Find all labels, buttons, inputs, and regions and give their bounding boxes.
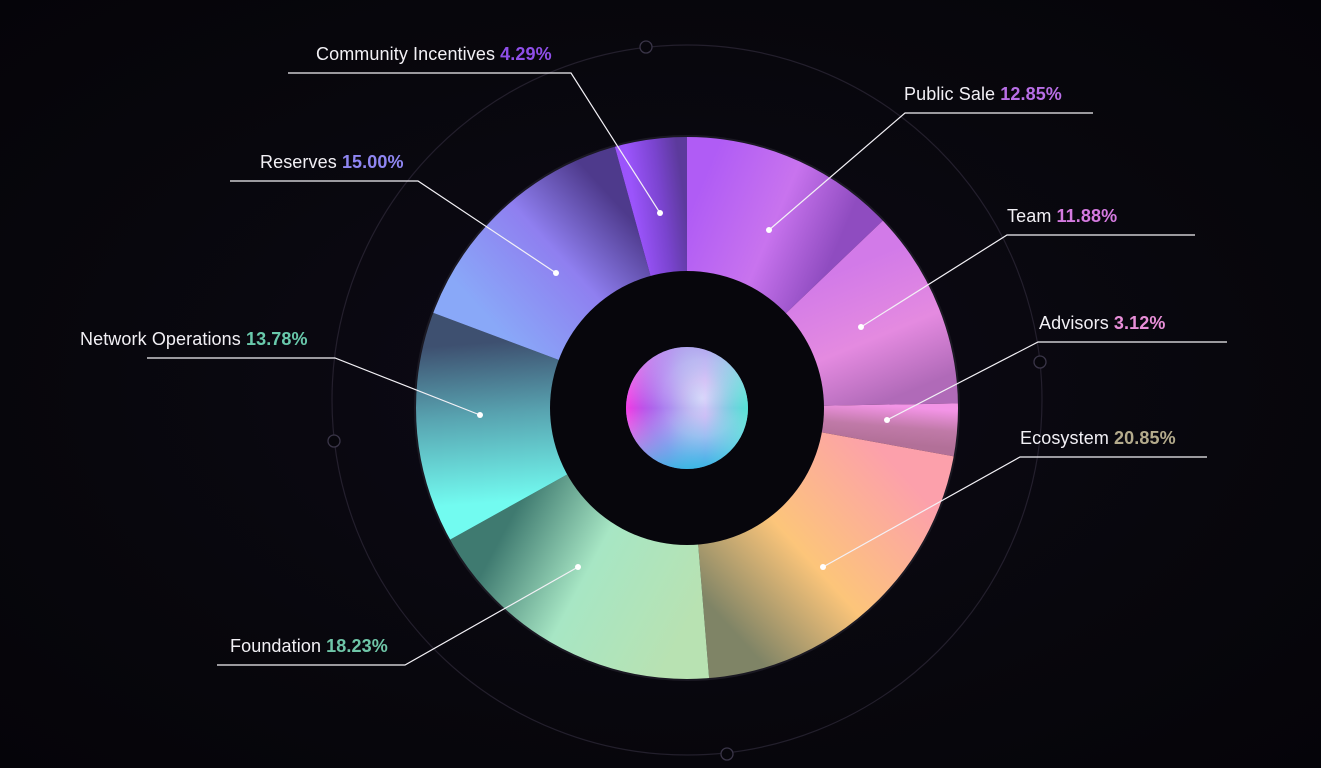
label-network-operations: Network Operations 13.78% [80, 329, 308, 350]
leader-line [886, 341, 1227, 421]
label-percentage: 11.88% [1056, 206, 1118, 226]
orbit-marker-icon [720, 747, 734, 761]
label-name: Reserves [260, 152, 342, 172]
segment-ecosystem[interactable] [698, 432, 955, 680]
leader-line [230, 180, 557, 274]
leader-dot-icon [657, 210, 663, 216]
label-community-incentives: Community Incentives 4.29% [316, 44, 552, 65]
label-name: Public Sale [904, 84, 1001, 104]
orbit-marker-icon [1033, 355, 1047, 369]
label-percentage: 15.00% [341, 152, 404, 172]
segment-team[interactable] [784, 219, 959, 406]
leader-line [860, 234, 1195, 328]
label-percentage: 20.85% [1114, 428, 1176, 448]
orbit-ring [331, 44, 1043, 756]
segment-public-sale[interactable] [687, 136, 884, 315]
label-percentage: 3.12% [1113, 313, 1166, 333]
label-name: Community Incentives [316, 44, 501, 64]
label-name: Advisors [1039, 313, 1114, 333]
orbit-marker-icon [327, 434, 341, 448]
label-foundation: Foundation 18.23% [230, 636, 388, 657]
label-ecosystem: Ecosystem 20.85% [1020, 428, 1176, 449]
label-percentage: 4.29% [500, 44, 552, 64]
leader-dot-icon [858, 324, 864, 330]
leader-line [147, 357, 481, 416]
leader-dot-icon [884, 417, 890, 423]
leader-line [217, 566, 579, 666]
donut-outline [414, 135, 960, 681]
leader-dot-icon [575, 564, 581, 570]
leader-line [822, 456, 1207, 568]
center-sphere [626, 347, 748, 469]
label-percentage: 13.78% [245, 329, 308, 349]
label-name: Network Operations [80, 329, 246, 349]
leader-dot-icon [553, 270, 559, 276]
label-percentage: 12.85% [1000, 84, 1062, 104]
leader-line [288, 72, 661, 214]
label-advisors: Advisors 3.12% [1039, 313, 1165, 334]
label-percentage: 18.23% [326, 636, 388, 656]
orbit-marker-icon [639, 40, 653, 54]
label-public-sale: Public Sale 12.85% [904, 84, 1062, 105]
label-name: Team [1007, 206, 1057, 226]
segment-advisors[interactable] [819, 403, 960, 457]
label-name: Ecosystem [1020, 428, 1115, 448]
label-name: Foundation [230, 636, 327, 656]
leader-lines [147, 72, 1227, 666]
leader-dot-icon [477, 412, 483, 418]
label-reserves: Reserves 15.00% [260, 152, 404, 173]
donut-segments [415, 136, 960, 680]
leader-line [768, 112, 1093, 231]
segment-community-incentives[interactable] [614, 136, 687, 278]
segment-network-operations[interactable] [415, 312, 569, 541]
orbit-markers [327, 40, 1047, 761]
segment-foundation[interactable] [449, 473, 710, 680]
leader-dot-icon [766, 227, 772, 233]
label-team: Team 11.88% [1007, 206, 1117, 227]
leader-dot-icon [820, 564, 826, 570]
